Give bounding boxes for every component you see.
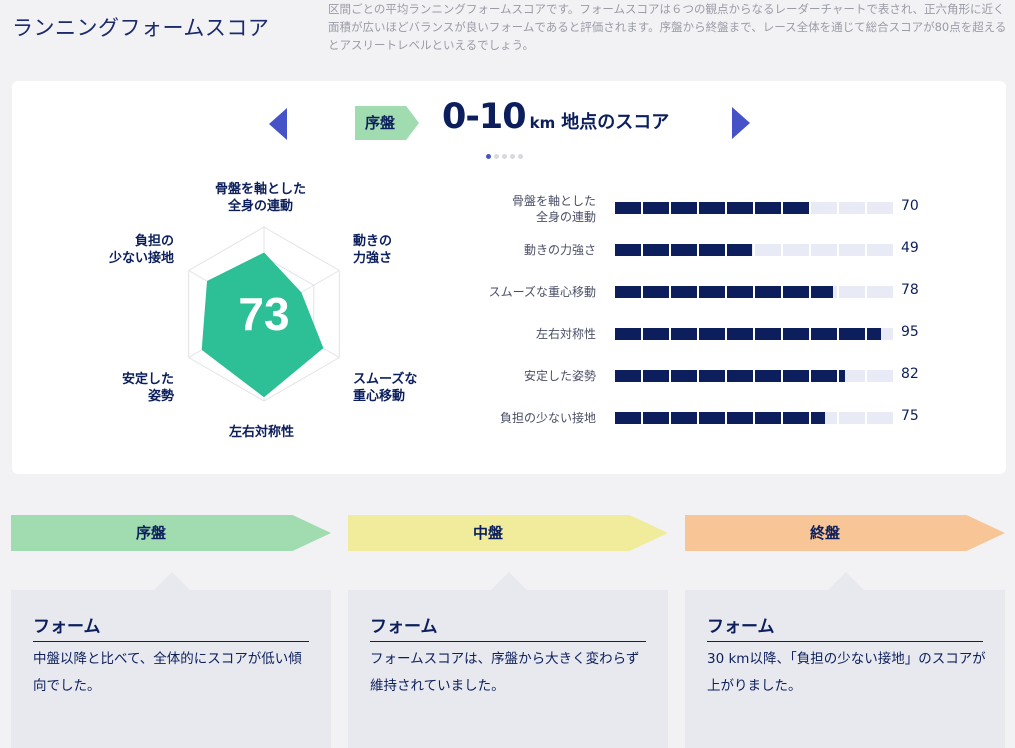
distance-unit: km [529, 114, 556, 132]
phase-box-text: 30 km以降、「負担の少ない接地」のスコアが上がりました。 [707, 651, 986, 694]
previous-arrow-icon[interactable] [269, 108, 287, 140]
bar-value: 75 [901, 408, 919, 424]
bar-value: 49 [901, 240, 919, 256]
phase-box-text: フォームスコアは、序盤から大きく変わらず維持されていました。 [370, 651, 640, 694]
bar-value: 82 [901, 366, 919, 382]
score-heading: 0-10 km 地点のスコア [442, 97, 669, 137]
radar-axis-label: 安定した 姿勢 [121, 372, 174, 404]
bar-label: スムーズな重心移動 [488, 285, 596, 299]
bar-label: 動きの力強さ [523, 243, 596, 257]
carousel-dot[interactable] [502, 154, 507, 159]
bar-track [615, 286, 895, 298]
radar-axis-label: 負担の 少ない接地 [108, 234, 174, 266]
bar-fill [615, 244, 753, 256]
carousel-dot[interactable] [510, 154, 515, 159]
bar-label: 左右対称性 [535, 327, 596, 341]
bar-label: 骨盤を軸とした 全身の連動 [511, 194, 596, 224]
bar-value: 95 [901, 324, 919, 340]
radar-chart: 73 [188, 226, 340, 402]
carousel-dots [486, 154, 523, 159]
bar-fill [615, 202, 811, 214]
total-score: 73 [238, 288, 289, 340]
phase-box-pointer [828, 572, 864, 590]
bar-track [615, 412, 895, 424]
phase-arrow: 終盤 [685, 515, 1005, 551]
bar-track [615, 202, 895, 214]
bar-fill [615, 286, 834, 298]
phase-box-pointer [491, 572, 527, 590]
next-arrow-icon[interactable] [732, 107, 750, 139]
bar-fill [615, 370, 845, 382]
phase-comment-box: フォームフォームスコアは、序盤から大きく変わらず維持されていました。 [348, 590, 668, 748]
bar-label: 安定した姿勢 [523, 369, 596, 383]
phase-comment-box: フォーム 30 km以降、「負担の少ない接地」のスコアが上がりました。 [685, 590, 1005, 748]
carousel-dot[interactable] [494, 154, 499, 159]
radar-axis-label: 骨盤を軸とした 全身の連動 [215, 182, 307, 214]
bar-value: 78 [901, 282, 919, 298]
bar-track [615, 244, 895, 256]
radar-axis-label: 動きの 力強さ [353, 234, 393, 266]
bar-fill [615, 412, 825, 424]
carousel-dot[interactable] [518, 154, 523, 159]
radar-axis-label: 左右対称性 [229, 425, 295, 440]
bar-fill [615, 328, 881, 340]
page-title: ランニングフォームスコア [12, 16, 270, 40]
bar-value: 70 [901, 198, 919, 214]
phase-comment-box: フォーム中盤以降と比べて、全体的にスコアが低い傾向でした。 [11, 590, 331, 748]
phase-box-pointer [154, 572, 190, 590]
carousel-dot[interactable] [486, 154, 491, 159]
phase-tag: 序盤 [355, 106, 419, 140]
bar-track [615, 370, 895, 382]
radar-score-shape [201, 252, 324, 398]
distance-range: 0-10 [442, 97, 527, 137]
page-description: 区間ごとの平均ランニングフォームスコアです。フォームスコアは６つの観点からなるレ… [328, 2, 1007, 52]
score-card: 序盤 0-10 km 地点のスコア 73 骨盤を軸とした 全身の連動 動きの 力強さ… [12, 81, 1006, 474]
phase-box-text: 中盤以降と比べて、全体的にスコアが低い傾向でした。 [33, 651, 302, 694]
phase-box-title: フォーム [707, 612, 983, 642]
phase-arrow: 序盤 [11, 515, 331, 551]
radar-axis-label: スムーズな 重心移動 [353, 372, 418, 404]
bar-label: 負担の少ない接地 [499, 411, 596, 425]
heading-suffix: 地点のスコア [561, 112, 670, 133]
phase-box-title: フォーム [370, 612, 646, 642]
bar-track [615, 328, 895, 340]
phase-arrow: 中盤 [348, 515, 668, 551]
phase-box-title: フォーム [33, 612, 309, 642]
